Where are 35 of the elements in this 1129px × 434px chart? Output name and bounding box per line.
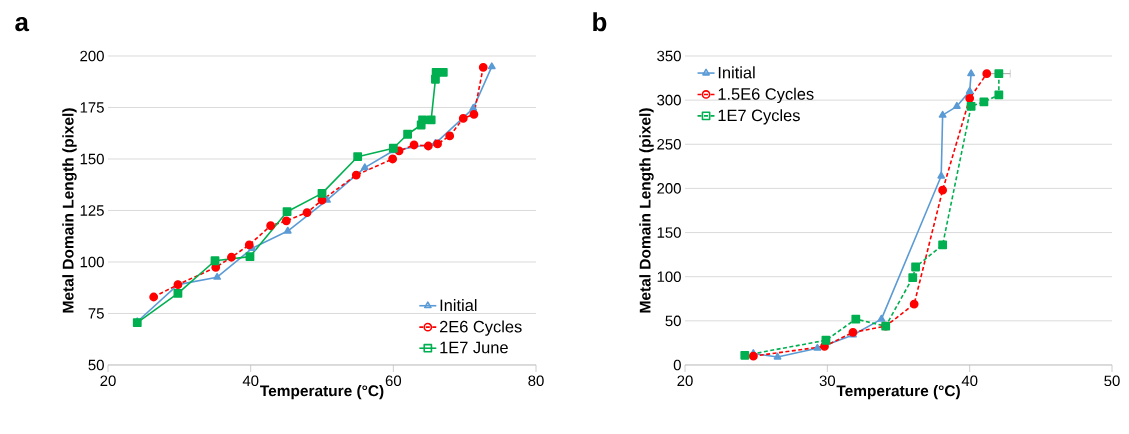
- y-tick-label: 50: [665, 315, 681, 327]
- x-tick-label: 50: [1104, 375, 1120, 387]
- legend-label: Initial: [718, 66, 755, 79]
- legend-label: 1.5E6 Cycles: [718, 87, 814, 104]
- x-tick-label: 20: [677, 375, 693, 387]
- y-tick-label: 0: [673, 359, 681, 371]
- y-tick-label: 200: [80, 50, 104, 62]
- legend-label: 1E7 June: [440, 341, 508, 354]
- x-tick-label: 30: [819, 375, 836, 387]
- legend-label: Initial: [440, 299, 477, 312]
- legend-label: 1E7 Cycles: [718, 109, 800, 125]
- y-tick-label: 175: [80, 102, 104, 113]
- y-tick-label: 350: [657, 50, 681, 62]
- x-tick-label: 40: [242, 375, 259, 387]
- chart-title: b: [593, 12, 607, 32]
- chart-title: a: [15, 17, 30, 32]
- x-tick-label: 80: [528, 375, 544, 387]
- x-tick-label: 60: [385, 375, 402, 387]
- x-tick-label: 20: [100, 375, 116, 387]
- y-axis-title: Metal Domain Length (pixel): [62, 108, 77, 313]
- y-tick-label: 100: [80, 256, 104, 268]
- x-axis-title: Temperature (°C): [836, 384, 960, 400]
- y-tick-label: 125: [80, 205, 104, 216]
- y-tick-label: 150: [657, 227, 681, 238]
- x-axis-title: Temperature (°C): [260, 384, 384, 400]
- y-axis-title: Metal Domain Length (pixel): [639, 108, 654, 313]
- y-tick-label: 300: [657, 94, 681, 106]
- legend-label: 2E6 Cycles: [439, 320, 522, 336]
- y-tick-label: 200: [657, 183, 681, 194]
- y-tick-label: 50: [88, 359, 104, 371]
- y-tick-label: 75: [88, 308, 104, 319]
- y-tick-label: 250: [657, 138, 681, 150]
- x-tick-label: 40: [961, 375, 978, 387]
- y-tick-label: 100: [657, 271, 681, 282]
- y-tick-label: 150: [80, 153, 104, 165]
